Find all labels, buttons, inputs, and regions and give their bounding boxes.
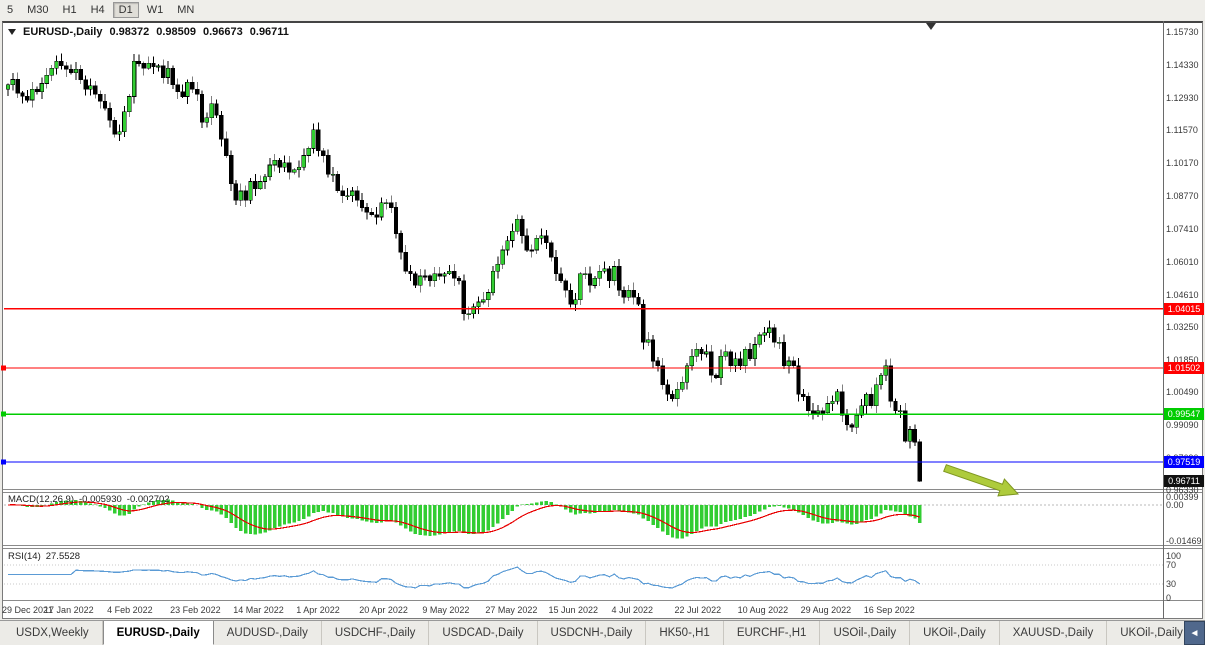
date-axis-label: 29 Dec 2021	[2, 605, 54, 615]
timeframe-button-5[interactable]: 5	[7, 4, 14, 16]
chart-title: EURUSD-,Daily 0.98372 0.98509 0.96673 0.…	[8, 26, 289, 38]
symbol-tab-eurusddaily[interactable]: EURUSD-,Daily	[102, 621, 214, 645]
trend-arrow-annotation[interactable]	[940, 460, 1024, 504]
macd-main-value: -0.005930	[79, 494, 122, 505]
chart-shift-marker-icon[interactable]	[926, 23, 936, 30]
symbol-tab-hk50h1[interactable]: HK50-,H1	[646, 621, 724, 645]
price-axis-tick: 1.14330	[1166, 60, 1199, 71]
macd-name: MACD(12,26,9)	[8, 494, 74, 505]
price-axis-tick: 1.01850	[1166, 354, 1199, 365]
date-axis-label: 16 Sep 2022	[863, 605, 915, 615]
price-axis-tick: 0.96330	[1166, 485, 1199, 496]
ohlc-close-value: 0.96711	[249, 26, 289, 38]
date-axis-label: 14 Mar 2022	[233, 605, 284, 615]
date-axis-label: 9 May 2022	[422, 605, 470, 615]
macd-indicator	[4, 499, 1163, 539]
price-axis-tick: 1.12930	[1166, 93, 1199, 104]
price-axis-tick: 1.04610	[1166, 289, 1199, 300]
arrow-shape	[943, 464, 1020, 497]
symbol-tab-ukoildaily[interactable]: UKOil-,Daily	[910, 621, 1000, 645]
ohlc-high-value: 0.98509	[156, 26, 196, 38]
price-axis-tick: 0.99090	[1166, 420, 1199, 431]
macd-signal-value: -0.002702	[126, 494, 170, 505]
date-axis-label: 15 Jun 2022	[548, 605, 598, 615]
date-axis-label: 4 Feb 2022	[107, 605, 153, 615]
macd-axis-tick: -0.01469	[1166, 536, 1202, 547]
price-axis-tick: 1.10170	[1166, 158, 1199, 169]
level-anchor-marker	[1, 459, 6, 465]
date-axis-label: 23 Feb 2022	[170, 605, 221, 615]
price-axis-tick: 1.03250	[1166, 321, 1199, 332]
price-level-label: 0.99547	[1164, 408, 1204, 421]
price-level-label: 0.97519	[1164, 456, 1204, 469]
rsi-axis-tick: 100	[1166, 551, 1182, 561]
symbol-tabbar: USDX,Weekly EURUSD-,Daily AUDUSD-,Daily USD…	[0, 620, 1205, 645]
date-axis-label: 22 Jul 2022	[674, 605, 722, 615]
symbol-tab-usdcnhdaily[interactable]: USDCNH-,Daily	[538, 621, 647, 645]
timeframe-button-d1[interactable]: D1	[112, 2, 139, 18]
symbol-tab-xauusddaily[interactable]: XAUUSD-,Daily	[1000, 621, 1108, 645]
symbol-tab-usdxweekly[interactable]: USDX,Weekly	[3, 621, 103, 645]
date-axis-label: 27 May 2022	[485, 605, 538, 615]
rsi-name: RSI(14)	[8, 551, 41, 562]
symbol-dropdown-icon	[8, 29, 16, 35]
timeframe-button-w1[interactable]: W1	[146, 4, 164, 16]
timeframe-toolbar: 5 M30 H1 H4 D1 W1 MN	[0, 0, 1205, 20]
date-axis-label: 20 Apr 2022	[359, 605, 408, 615]
price-axis-tick: 1.15730	[1166, 27, 1199, 37]
price-axis-tick: 1.07410	[1166, 223, 1199, 234]
rsi-indicator	[4, 564, 1163, 589]
symbol-tab-usdcaddaily[interactable]: USDCAD-,Daily	[429, 621, 538, 645]
price-axis-tick: 1.11570	[1166, 125, 1198, 136]
rsi-axis-tick: 30	[1166, 578, 1177, 589]
rsi-label: RSI(14) 27.5528	[8, 551, 85, 562]
symbol-tab-usoildaily[interactable]: USOil-,Daily	[820, 621, 911, 645]
ohlc-low-value: 0.96673	[203, 26, 243, 38]
level-anchor-marker	[1, 365, 6, 371]
timeframe-button-m30[interactable]: M30	[27, 4, 49, 16]
symbol-tab-usdchfdaily[interactable]: USDCHF-,Daily	[322, 621, 430, 645]
macd-label: MACD(12,26,9) -0.005930 -0.002702	[8, 494, 175, 505]
current-price-label: 0.96711	[1164, 475, 1204, 488]
price-axis-tick: 1.08770	[1166, 191, 1199, 202]
price-axis-tick: 1.06010	[1166, 256, 1199, 267]
macd-axis-tick: 0.00399	[1166, 492, 1199, 502]
ohlc-open-value: 0.98372	[109, 26, 150, 38]
date-axis-label: 10 Aug 2022	[737, 605, 789, 615]
symbol-period-label: EURUSD-,Daily	[23, 26, 103, 38]
rsi-value: 27.5528	[45, 551, 81, 562]
candlestick-series	[5, 53, 923, 483]
level-anchor-marker	[1, 411, 6, 417]
symbol-tab-eurchfh1[interactable]: EURCHF-,H1	[724, 621, 821, 645]
rsi-line	[8, 566, 921, 589]
macd-axis-tick: 0.00	[1166, 499, 1184, 510]
price-level-label: 1.04015	[1164, 302, 1204, 315]
macd-signal-line	[7, 501, 920, 534]
timeframe-button-mn[interactable]: MN	[177, 4, 195, 16]
rsi-axis-tick: 0	[1166, 593, 1172, 603]
symbol-tab-audusddaily[interactable]: AUDUSD-,Daily	[214, 621, 322, 645]
date-axis-label: 17 Jan 2022	[44, 605, 94, 615]
date-axis-label: 29 Aug 2022	[800, 605, 852, 615]
date-axis-label: 4 Jul 2022	[611, 605, 654, 615]
timeframe-button-h4[interactable]: H4	[90, 4, 105, 16]
rsi-axis-tick: 70	[1166, 560, 1177, 571]
price-axis-tick: 1.00490	[1166, 386, 1199, 397]
tab-scroll-left-button[interactable]: ◄	[1184, 621, 1205, 645]
timeframe-button-h1[interactable]: H1	[62, 4, 77, 16]
date-axis-label: 1 Apr 2022	[296, 605, 340, 615]
price-level-label: 1.01502	[1164, 362, 1204, 375]
